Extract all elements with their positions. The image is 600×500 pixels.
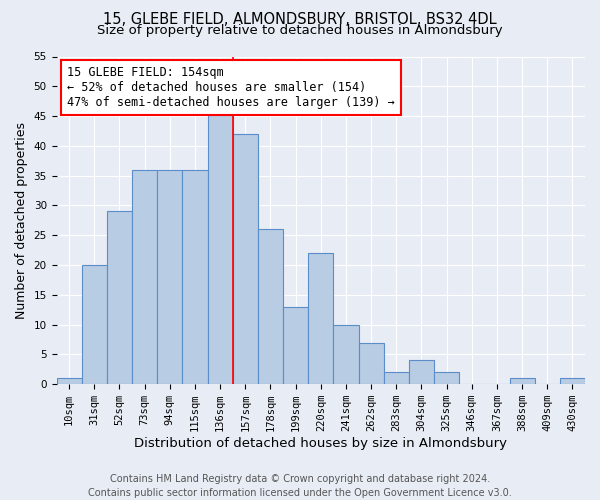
Bar [56, 378, 82, 384]
Bar [409, 360, 434, 384]
Bar [82, 265, 107, 384]
Bar [560, 378, 585, 384]
Bar [182, 170, 208, 384]
Bar [283, 307, 308, 384]
Text: Contains HM Land Registry data © Crown copyright and database right 2024.
Contai: Contains HM Land Registry data © Crown c… [88, 474, 512, 498]
Text: 15 GLEBE FIELD: 154sqm
← 52% of detached houses are smaller (154)
47% of semi-de: 15 GLEBE FIELD: 154sqm ← 52% of detached… [67, 66, 395, 110]
Bar [334, 324, 359, 384]
Bar [107, 212, 132, 384]
Bar [258, 230, 283, 384]
Bar [308, 253, 334, 384]
Text: 15, GLEBE FIELD, ALMONDSBURY, BRISTOL, BS32 4DL: 15, GLEBE FIELD, ALMONDSBURY, BRISTOL, B… [103, 12, 497, 28]
Bar [359, 342, 383, 384]
Bar [383, 372, 409, 384]
Bar [434, 372, 459, 384]
Y-axis label: Number of detached properties: Number of detached properties [15, 122, 28, 319]
Bar [509, 378, 535, 384]
X-axis label: Distribution of detached houses by size in Almondsbury: Distribution of detached houses by size … [134, 437, 507, 450]
Bar [157, 170, 182, 384]
Bar [208, 110, 233, 384]
Bar [233, 134, 258, 384]
Bar [132, 170, 157, 384]
Text: Size of property relative to detached houses in Almondsbury: Size of property relative to detached ho… [97, 24, 503, 37]
